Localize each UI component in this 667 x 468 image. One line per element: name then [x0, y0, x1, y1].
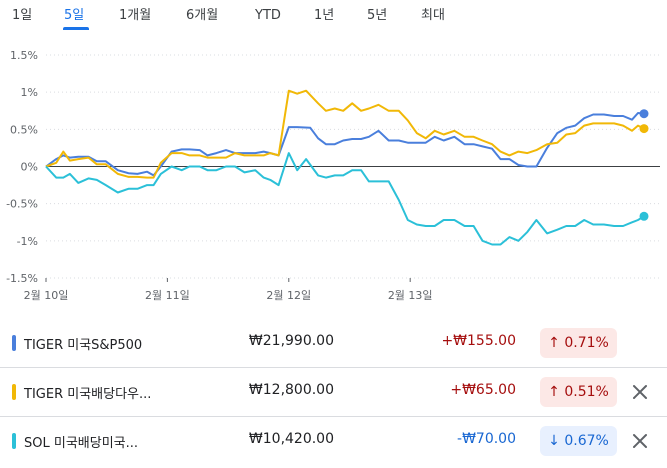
- y-tick-label: 1.5%: [10, 49, 38, 62]
- chart-series: [45, 89, 649, 246]
- tab-ytd[interactable]: YTD: [255, 8, 281, 23]
- security-name: TIGER 미국S&P500: [24, 338, 143, 353]
- percent-value: 0.67%: [564, 433, 609, 449]
- tab-1d[interactable]: 1일: [12, 8, 33, 23]
- y-tick-label: -1.5%: [6, 272, 38, 285]
- tab-5y[interactable]: 5년: [367, 8, 388, 23]
- tab-5d[interactable]: 5일: [64, 8, 85, 23]
- security-price: ₩10,420.00: [248, 431, 334, 447]
- range-tabs: 1일 5일 1개월 6개월 YTD 1년 5년 최대: [0, 0, 667, 32]
- row-divider: [0, 367, 667, 368]
- active-tab-indicator: [63, 27, 89, 30]
- x-axis-labels: 2월 10일 2월 11일 2월 12일 2월 13일: [24, 278, 433, 302]
- series-end-marker: [639, 211, 649, 221]
- security-change: +₩155.00: [441, 333, 516, 349]
- tab-1y[interactable]: 1년: [314, 8, 335, 23]
- percent-change-badge: ↑ 0.71%: [540, 328, 617, 358]
- security-change: -₩70.00: [457, 431, 516, 447]
- series-swatch: [12, 384, 16, 400]
- series-swatch: [12, 335, 16, 351]
- comparison-row[interactable]: TIGER 미국배당다우... ₩12,800.00 +₩65.00 ↑ 0.5…: [0, 367, 667, 417]
- close-icon[interactable]: [628, 380, 652, 404]
- arrow-up-icon: ↑: [548, 335, 560, 351]
- y-tick-label: -1%: [17, 235, 38, 248]
- percent-value: 0.71%: [564, 335, 609, 351]
- y-tick-label: -0.5%: [6, 198, 38, 211]
- y-tick-label: 0%: [21, 161, 38, 174]
- arrow-down-icon: ↓: [548, 433, 560, 449]
- y-tick-label: 1%: [21, 86, 38, 99]
- series-line-0: [45, 112, 645, 177]
- x-tick-label: 2월 12일: [266, 288, 311, 302]
- arrow-up-icon: ↑: [548, 384, 560, 400]
- row-divider: [0, 416, 667, 417]
- series-line-2: [45, 152, 645, 246]
- x-tick-label: 2월 13일: [388, 288, 433, 302]
- series-end-marker: [639, 109, 649, 119]
- chart-grid: [46, 54, 660, 279]
- percent-value: 0.51%: [564, 384, 609, 400]
- comparison-row[interactable]: SOL 미국배당미국... ₩10,420.00 -₩70.00 ↓ 0.67%: [0, 416, 667, 466]
- security-name: SOL 미국배당미국...: [24, 436, 139, 451]
- series-end-marker: [639, 124, 649, 134]
- tab-max[interactable]: 최대: [421, 8, 445, 23]
- security-price: ₩21,990.00: [248, 333, 334, 349]
- close-icon[interactable]: [628, 429, 652, 453]
- security-change: +₩65.00: [450, 382, 516, 398]
- series-line-1: [45, 89, 645, 179]
- security-price: ₩12,800.00: [248, 382, 334, 398]
- comparison-row[interactable]: TIGER 미국S&P500 ₩21,990.00 +₩155.00 ↑ 0.7…: [0, 318, 667, 368]
- percent-change-badge: ↓ 0.67%: [540, 426, 617, 456]
- security-name: TIGER 미국배당다우...: [24, 387, 152, 402]
- price-chart: 1.5%1%0.5%0%-0.5%-1%-1.5% 2월 10일 2월 11일 2월…: [6, 49, 660, 302]
- y-axis-labels: 1.5% 1% 0.5% 0% -0.5% -1% -1.5%: [6, 49, 38, 285]
- tab-6m[interactable]: 6개월: [186, 8, 219, 23]
- percent-change-badge: ↑ 0.51%: [540, 377, 617, 407]
- series-swatch: [12, 433, 16, 449]
- x-tick-label: 2월 10일: [24, 288, 69, 302]
- y-tick-label: 0.5%: [10, 123, 38, 136]
- tab-1m[interactable]: 1개월: [119, 8, 152, 23]
- x-tick-label: 2월 11일: [145, 288, 190, 302]
